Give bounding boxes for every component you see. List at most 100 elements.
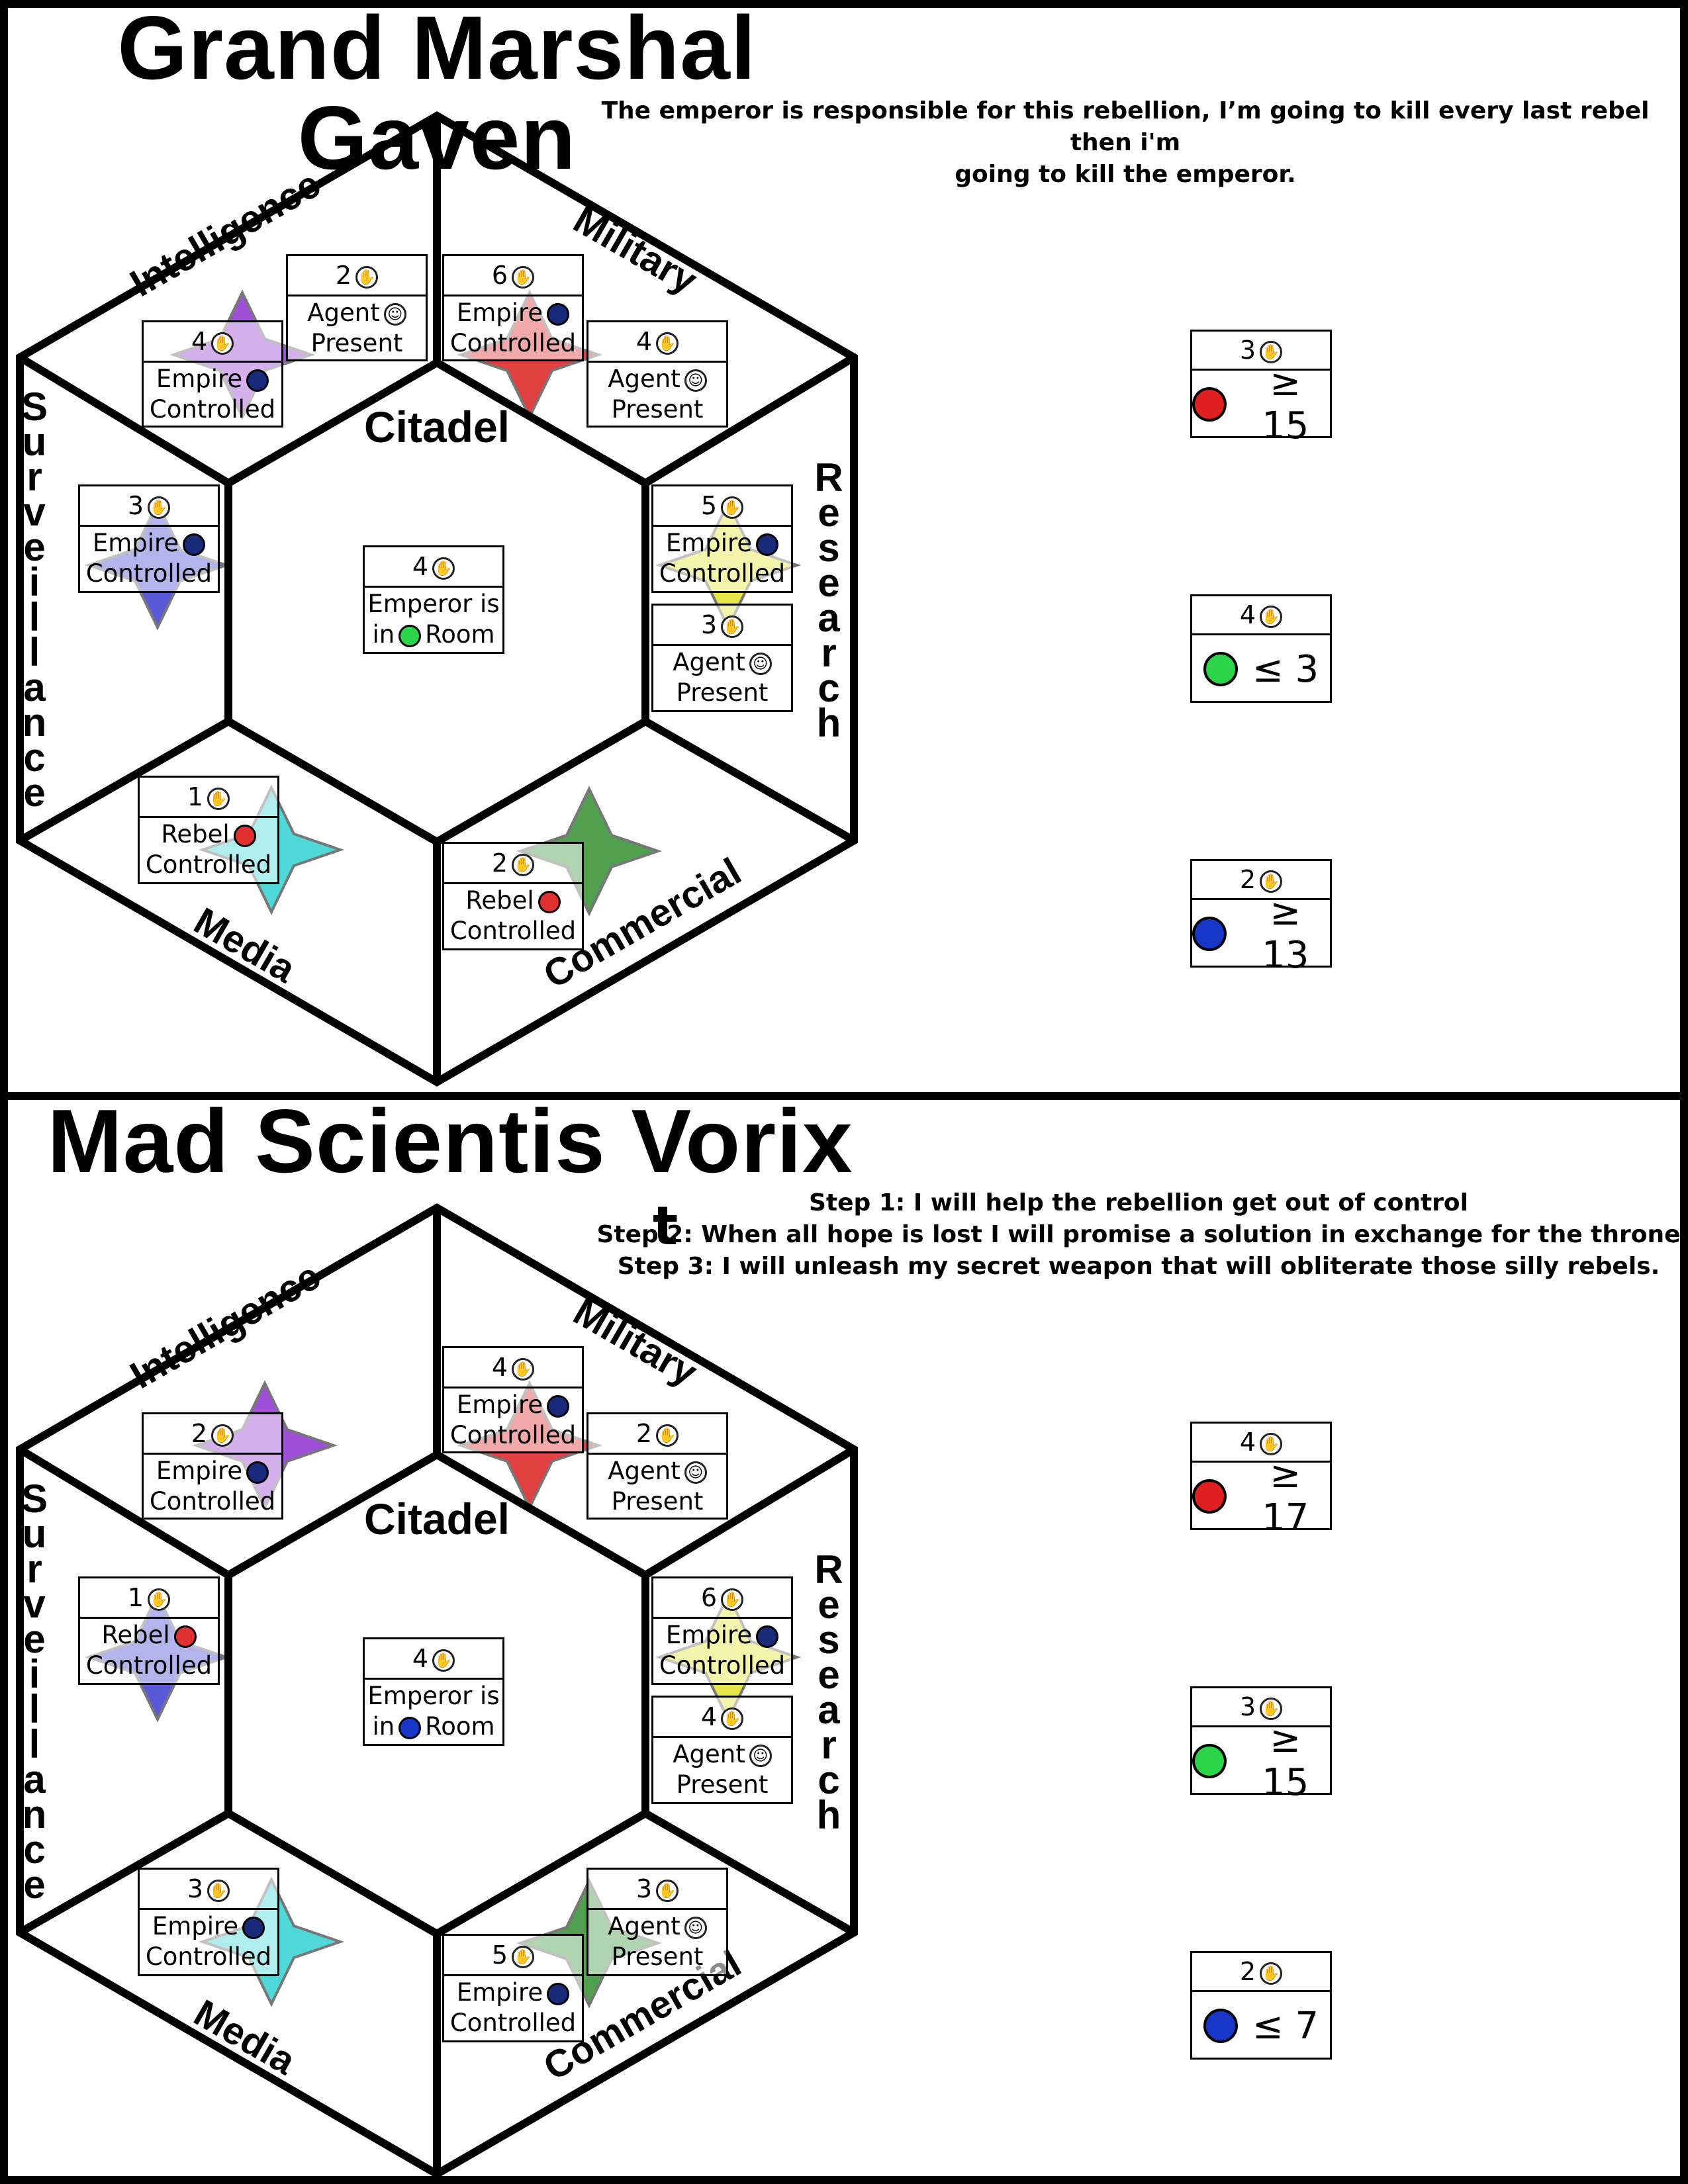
vote-count: 1 [187,782,204,811]
objective-condition: ≥ 15 [1262,361,1309,447]
objective-condition: ≤ 3 [1252,647,1319,691]
agent-icon: ☺ [749,652,772,675]
vote-icon: ✋ [512,1357,535,1381]
objective-condition: ≤ 7 [1252,2004,1319,2048]
character-card-2: Mad Scientis Vorix Step 1: I will help t… [0,1092,1688,2184]
money-icon [1192,1744,1227,1778]
citadel-card: 4 ✋ Emperor is in Room [363,545,504,654]
vote-count: 3 [700,610,718,639]
vote-count: 6 [491,261,508,290]
objective-condition: ≥ 17 [1262,1453,1309,1539]
character-name: Mad Scientis Vorix [47,1091,853,1191]
vote-icon: ✋ [1260,1962,1283,1985]
objective-card: 3 ✋ ≥ 15 [1190,1686,1332,1804]
quote-line: Step 3: I will unleash my secret weapon … [617,1253,1660,1280]
sector-label-citadel: Citadel [364,1494,510,1543]
character-quote: The emperor is responsible for this rebe… [583,95,1668,191]
vote-icon: ✋ [211,332,234,355]
vote-icon: ✋ [207,787,230,810]
objective-card: 4 ✋ ≥ 17 [1190,1422,1332,1539]
quote-line: The emperor is responsible for this rebe… [601,97,1650,156]
agent-icon: ☺ [684,1916,707,1939]
requirement-card: 1 ✋ Rebel Controlled [138,776,279,884]
vote-icon: ✋ [355,265,379,289]
vote-icon: ✋ [432,557,455,580]
vote-icon: ✋ [1260,870,1283,893]
gun-icon [1192,1479,1227,1514]
sector-label-media: Media [187,1991,303,2083]
requirement-card: 6 ✋ Empire Controlled [442,254,584,361]
vote-count: 4 [412,1644,429,1673]
vote-icon: ✋ [148,496,171,519]
vote-icon: ✋ [1260,605,1283,628]
empire-icon [183,533,206,556]
objective-card: 4 ✋ ≤ 3 [1190,594,1332,703]
vote-count: 3 [1239,1692,1256,1721]
requirement-card: 4 ✋ Agent ☺ Present [586,320,728,428]
citadel-card: 4 ✋ Emperor is in Room [363,1637,504,1746]
gun-icon [1192,387,1227,422]
agent-icon: ☺ [684,1461,707,1484]
money-icon [1203,652,1238,686]
vote-icon: ✋ [1260,1432,1283,1455]
objective-card: 2 ✋ ≤ 7 [1190,1951,1332,2060]
vote-count: 2 [1239,1957,1256,1986]
rebel-icon [233,824,256,847]
vote-count: 6 [700,1583,718,1612]
character-quote: Step 1: I will help the rebellion get ou… [596,1187,1681,1283]
sector-label-military: Military [567,1290,704,1394]
agent-icon: ☺ [383,302,406,326]
empire-icon [756,533,779,556]
sector-label-citadel: Citadel [364,402,510,451]
empire-icon [242,1916,265,1939]
agent-icon: ☺ [684,369,707,392]
requirement-card: 2 ✋ Agent ☺ Present [286,254,428,361]
vote-count: 4 [191,327,208,356]
requirement-card: 1 ✋ Rebel Controlled [78,1576,220,1685]
vote-icon: ✋ [656,1424,679,1447]
vote-count: 5 [491,1940,508,1970]
vote-count: 4 [1239,600,1256,629]
empire-icon [246,369,269,392]
empire-icon [547,302,570,326]
vote-count: 3 [187,1874,204,1903]
empire-icon [756,1625,779,1648]
eye-icon [1192,917,1227,951]
money-icon [399,624,422,647]
vote-count: 2 [335,261,352,290]
vote-count: 3 [1239,336,1256,365]
vote-icon: ✋ [211,1424,234,1447]
empire-icon [547,1394,570,1418]
quote-line: Step 1: I will help the rebellion get ou… [808,1189,1468,1216]
requirement-card: 5 ✋ Empire Controlled [442,1934,584,2042]
vote-icon: ✋ [1260,1697,1283,1720]
vote-count: 4 [635,327,653,356]
vote-count: 4 [700,1702,718,1731]
card-border [0,1092,1688,2184]
eye-icon [1203,2009,1238,2043]
vote-icon: ✋ [148,1588,171,1611]
requirement-card: 4 ✋ Agent ☺ Present [651,1696,793,1804]
vote-icon: ✋ [721,1588,744,1611]
vote-icon: ✋ [512,265,535,289]
quote-line: Step 2: When all hope is lost I will pro… [596,1221,1681,1248]
objective-card: 3 ✋ ≥ 15 [1190,330,1332,447]
objective-condition: ≥ 15 [1262,1718,1309,1804]
vote-icon: ✋ [512,853,535,876]
character-card-1: Grand Marshal Gaven The emperor is respo… [0,0,1688,1100]
rebel-icon [173,1625,197,1648]
commercial-star-icon [516,786,663,917]
vote-count: 2 [191,1419,208,1448]
requirement-card: 3 ✋ Empire Controlled [138,1868,279,1976]
requirement-card: 5 ✋ Empire Controlled [651,484,793,593]
vote-count: 4 [1239,1428,1256,1457]
vote-count: 2 [635,1419,653,1448]
vote-icon: ✋ [721,615,744,638]
requirement-card: 2 ✋ Empire Controlled [142,1412,283,1520]
agent-icon: ☺ [749,1744,772,1767]
sector-label-intelligence: Intelligence [123,1254,328,1397]
vote-count: 5 [700,491,718,520]
